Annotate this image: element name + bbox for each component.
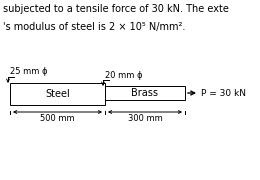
Text: P = 30 kN: P = 30 kN xyxy=(201,89,246,98)
Bar xyxy=(105,86,185,100)
Text: 's modulus of steel is 2 × 10⁵ N/mm².: 's modulus of steel is 2 × 10⁵ N/mm². xyxy=(3,22,185,32)
Text: 20 mm ϕ: 20 mm ϕ xyxy=(105,71,142,80)
Text: Brass: Brass xyxy=(132,88,159,98)
Text: 300 mm: 300 mm xyxy=(128,114,162,123)
Text: subjected to a tensile force of 30 kN. The exte: subjected to a tensile force of 30 kN. T… xyxy=(3,4,229,14)
Text: Steel: Steel xyxy=(45,89,70,99)
Text: 500 mm: 500 mm xyxy=(40,114,75,123)
Text: 25 mm ϕ: 25 mm ϕ xyxy=(10,68,48,76)
Bar xyxy=(10,83,105,105)
